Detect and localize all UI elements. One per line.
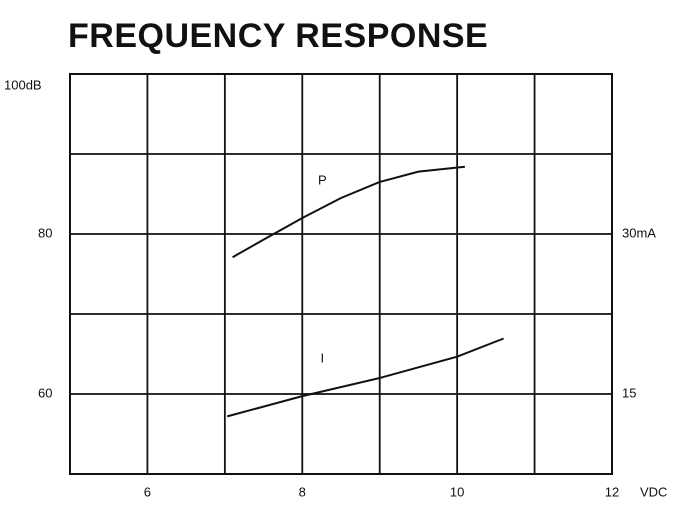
y-tick-label: 100dB [4, 77, 42, 92]
x-axis-label: VDC [640, 484, 667, 499]
y2-tick-label: 15 [622, 385, 636, 400]
plot-frame [69, 73, 613, 475]
x-tick-label: 6 [144, 484, 151, 499]
series-label: P [318, 172, 327, 187]
series-line [232, 165, 466, 259]
x-tick-label: 8 [299, 484, 306, 499]
series-label: I [320, 351, 324, 366]
y2-tick-label: 30mA [622, 225, 656, 240]
y-tick-label: 80 [38, 225, 52, 240]
chart-title: FREQUENCY RESPONSE [68, 17, 488, 55]
x-tick-label: 10 [450, 484, 464, 499]
series-line [226, 337, 504, 418]
x-tick-label: 12 [605, 484, 619, 499]
y-tick-label: 60 [38, 385, 52, 400]
